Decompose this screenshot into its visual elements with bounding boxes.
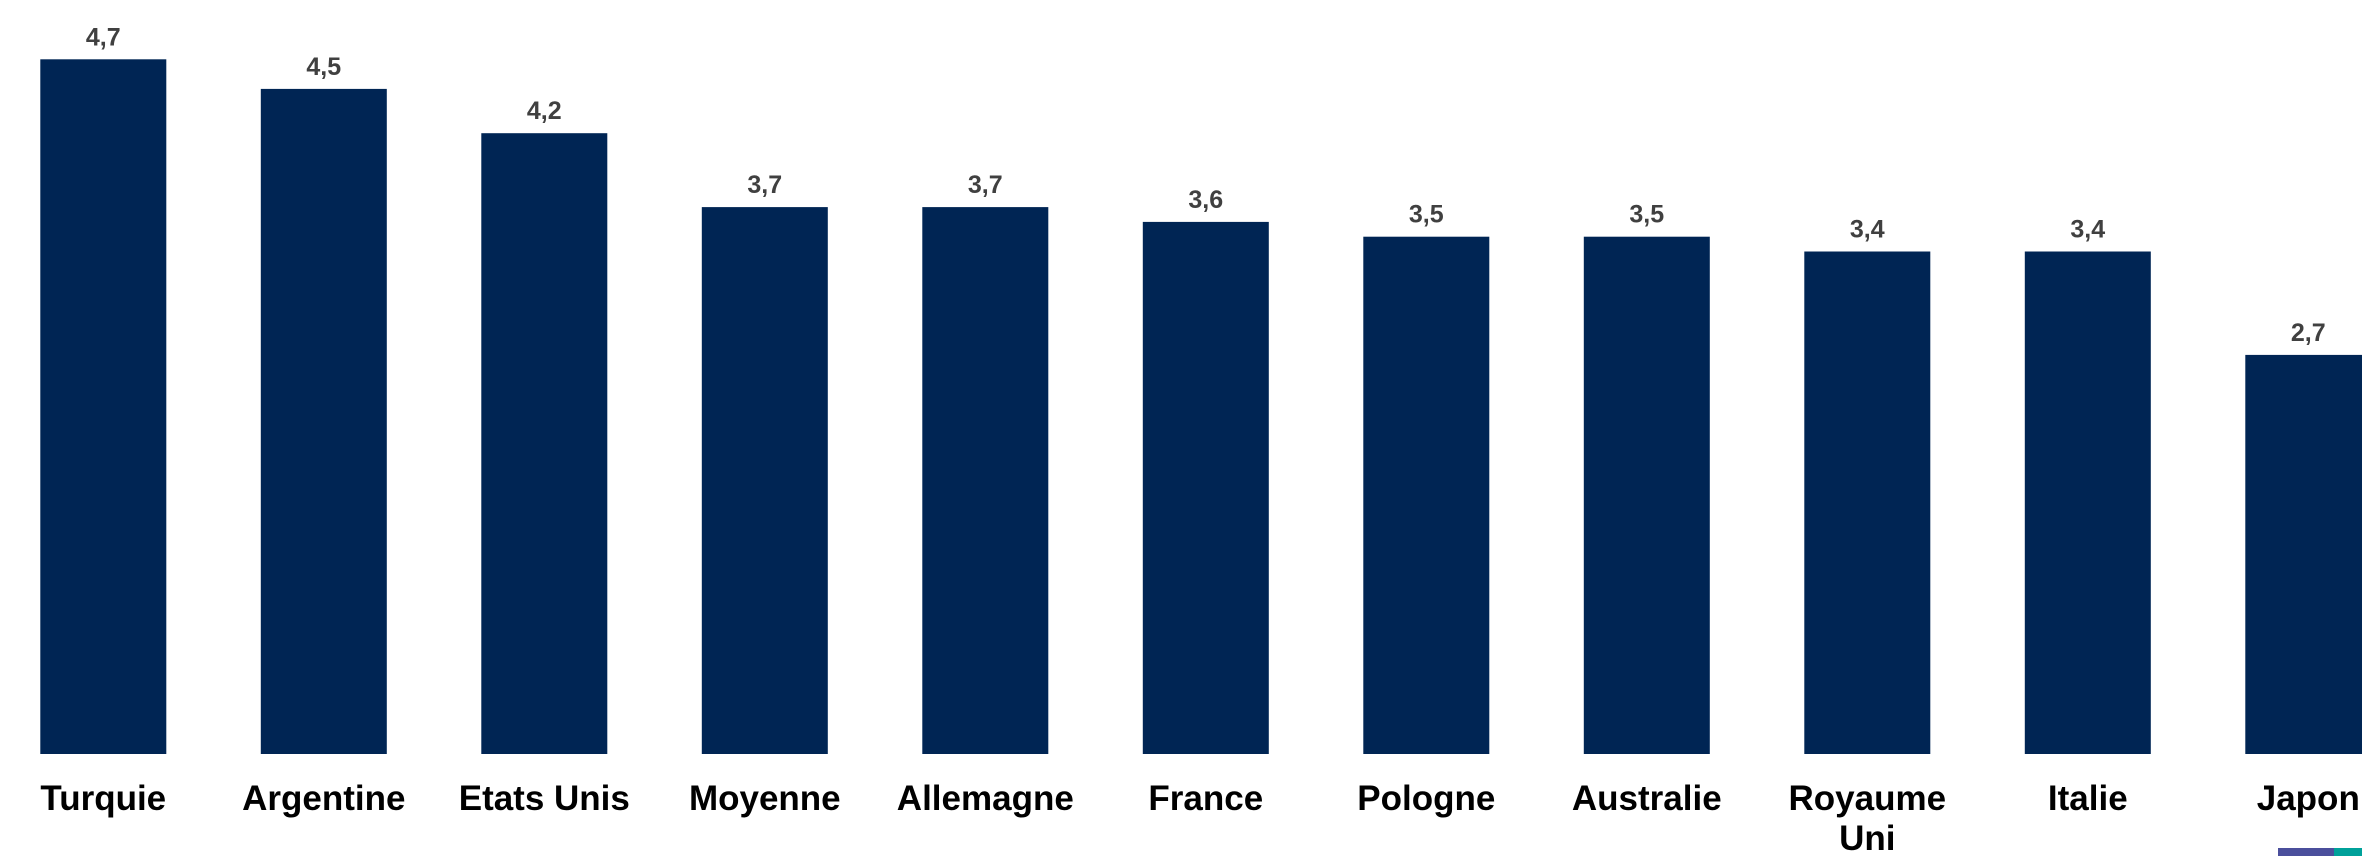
bar-7: [1583, 236, 1710, 754]
value-label-6: 3,5: [1409, 201, 1444, 229]
bar-6: [1363, 236, 1490, 754]
value-label-0: 4,7: [86, 23, 121, 51]
category-label-0: Turquie: [40, 779, 166, 818]
bar-10: [2245, 354, 2362, 754]
category-label-10: Japon: [2257, 779, 2360, 818]
corner-accent-right: [2334, 848, 2362, 856]
corner-accent-left: [2278, 848, 2334, 856]
value-label-2: 4,2: [527, 97, 562, 125]
bar-5: [1142, 221, 1269, 754]
category-label-8: Royaume Uni: [1789, 779, 1947, 856]
category-label-6: Pologne: [1357, 779, 1495, 818]
value-label-10: 2,7: [2291, 319, 2326, 347]
bar-8: [1804, 251, 1931, 754]
value-label-4: 3,7: [968, 171, 1003, 199]
bar-2: [481, 133, 608, 754]
category-label-4: Allemagne: [897, 779, 1074, 818]
category-label-1: Argentine: [242, 779, 405, 818]
value-labels-group: 4,7 4,5 4,2 3,7 3,7 3,6 3,5 3,5 3,4 3,4 2,7: [86, 23, 2326, 347]
value-label-3: 3,7: [747, 171, 782, 199]
value-label-5: 3,6: [1188, 186, 1223, 214]
category-labels-group: Turquie Argentine Etats Unis Moyenne Allemag…: [40, 779, 2359, 856]
bar-4: [922, 207, 1049, 755]
category-label-7: Australie: [1572, 779, 1722, 818]
category-label-2: Etats Unis: [459, 779, 630, 818]
bar-9: [2024, 251, 2151, 754]
bars-group: [40, 59, 2362, 755]
category-label-5: France: [1148, 779, 1263, 818]
bar-3: [701, 207, 828, 755]
value-label-9: 3,4: [2070, 216, 2105, 244]
value-label-1: 4,5: [306, 53, 341, 81]
bar-0: [40, 59, 167, 755]
category-label-3: Moyenne: [689, 779, 841, 818]
value-label-8: 3,4: [1850, 216, 1885, 244]
bar-1: [260, 88, 387, 754]
category-label-9: Italie: [2048, 779, 2128, 818]
value-label-7: 3,5: [1629, 201, 1664, 229]
